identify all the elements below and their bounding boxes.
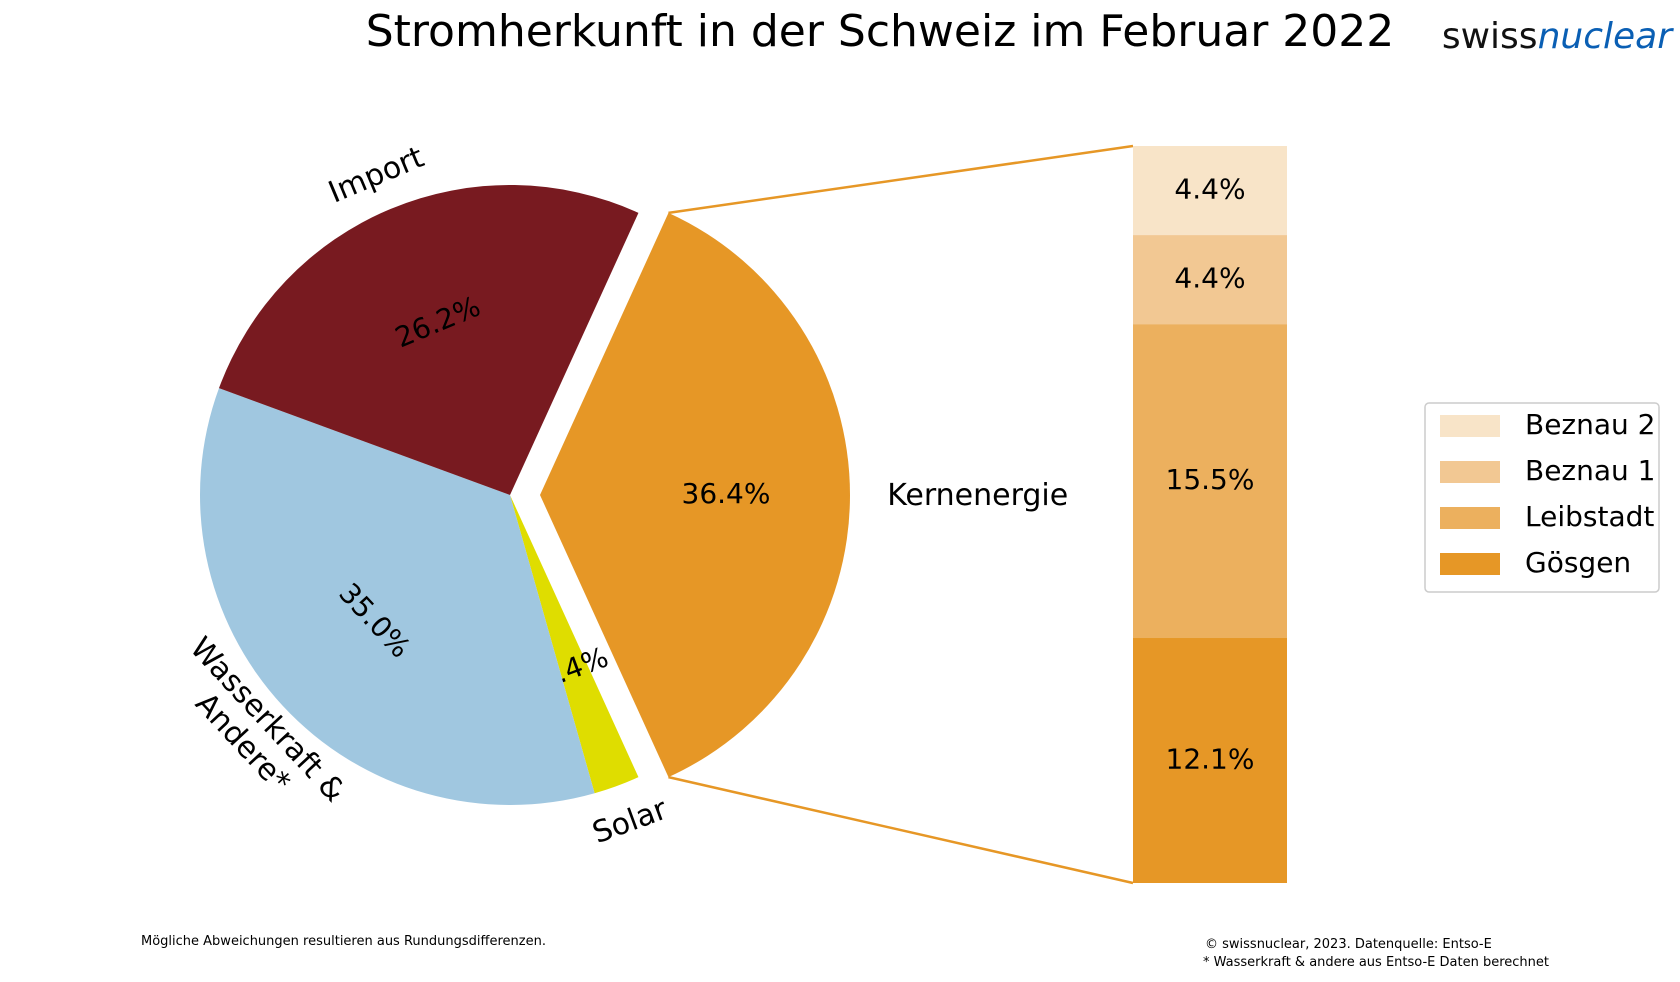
bar-segment-beznau-2 [1133, 146, 1287, 236]
pie-category-label-solar: Solar [588, 792, 672, 851]
bar-segment-g-sgen [1133, 638, 1287, 883]
brand-logo-part1: swiss [1442, 16, 1538, 57]
bar-value-label-g-sgen: 12.1% [1166, 743, 1255, 776]
bar-value-label-beznau-2: 4.4% [1174, 173, 1245, 206]
bar-segment-beznau-1 [1133, 235, 1287, 325]
bar-value-label-leibstadt: 15.5% [1166, 463, 1255, 496]
stacked-bar: 4.4% 4.4% 15.5% 12.1% [1133, 146, 1287, 883]
bar-segment-leibstadt [1133, 324, 1287, 639]
legend-box [1424, 402, 1660, 593]
legend-swatch-g-sgen [1440, 553, 1500, 575]
pie-category-label-import: Import [324, 140, 430, 211]
connector-lines [668, 144, 1134, 885]
footnote: * Wasserkraft & andere aus Entso-E Daten… [1203, 955, 1549, 970]
legend-label-beznau-2: Beznau 2 [1525, 408, 1656, 441]
legend-label-g-sgen: Gösgen [1525, 546, 1631, 579]
legend-label-beznau-1: Beznau 1 [1525, 454, 1656, 487]
pie-slice-wasserkraft [200, 388, 595, 805]
brand-logo-part2: nuclear [1538, 16, 1675, 57]
copyright-note: © swissnuclear, 2023. Datenquelle: Entso… [1205, 937, 1492, 952]
bar-value-label-beznau-1: 4.4% [1174, 262, 1245, 295]
pie-category-label-kernenergie: Kernenergie [887, 478, 1068, 513]
brand-logo: swiss nuclear [1442, 16, 1674, 57]
legend-label-leibstadt: Leibstadt [1525, 500, 1654, 533]
rounding-note: Mögliche Abweichungen resultieren aus Ru… [141, 934, 546, 949]
legend-swatch-leibstadt [1440, 507, 1500, 529]
legend-swatch-beznau-2 [1440, 415, 1500, 437]
pie-slice-kernenergie [540, 212, 851, 778]
pie-value-label-kernenergie: 36.4% [682, 477, 771, 510]
connector-line-bottom [668, 775, 1134, 885]
pie-slice-import [218, 185, 639, 496]
chart-title: Stromherkunft in der Schweiz im Februar … [366, 6, 1395, 57]
pie-slice-solar [510, 495, 639, 794]
pie-chart: 36.4% Kernenergie2.4%Solar35.0%Wasserkraf… [183, 140, 1068, 851]
legend-items: Beznau 2 Beznau 1 Leibstadt Gösgen [1440, 408, 1656, 579]
legend-swatch-beznau-1 [1440, 461, 1500, 483]
legend: Beznau 2 Beznau 1 Leibstadt Gösgen [1424, 402, 1660, 593]
connector-line-top [668, 144, 1134, 215]
